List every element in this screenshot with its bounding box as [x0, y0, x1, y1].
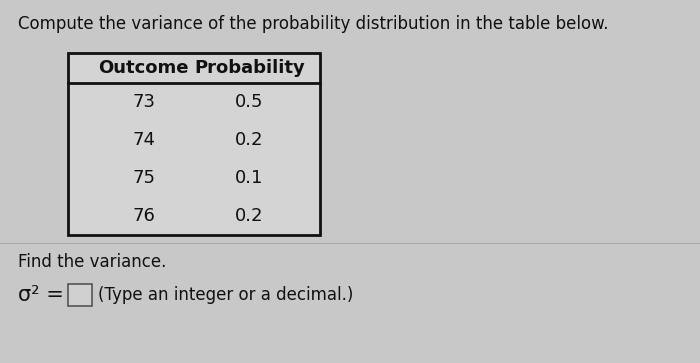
Bar	[68, 53, 320, 235]
Text: (Type an integer or a decimal.): (Type an integer or a decimal.)	[98, 286, 354, 304]
Bar	[68, 284, 92, 306]
Text: 0.1: 0.1	[235, 169, 264, 187]
Text: 0.2: 0.2	[235, 131, 264, 149]
Text: Outcome: Outcome	[98, 59, 189, 77]
Text: 74: 74	[132, 131, 155, 149]
Text: 76: 76	[132, 207, 155, 225]
Text: 0.5: 0.5	[235, 93, 264, 111]
Text: 75: 75	[132, 169, 155, 187]
Text: Compute the variance of the probability distribution in the table below.: Compute the variance of the probability …	[18, 15, 608, 33]
Text: σ² =: σ² =	[18, 285, 64, 305]
Text: 73: 73	[132, 93, 155, 111]
Text: Probability: Probability	[194, 59, 304, 77]
Text: Find the variance.: Find the variance.	[18, 253, 167, 271]
Text: 0.2: 0.2	[235, 207, 264, 225]
